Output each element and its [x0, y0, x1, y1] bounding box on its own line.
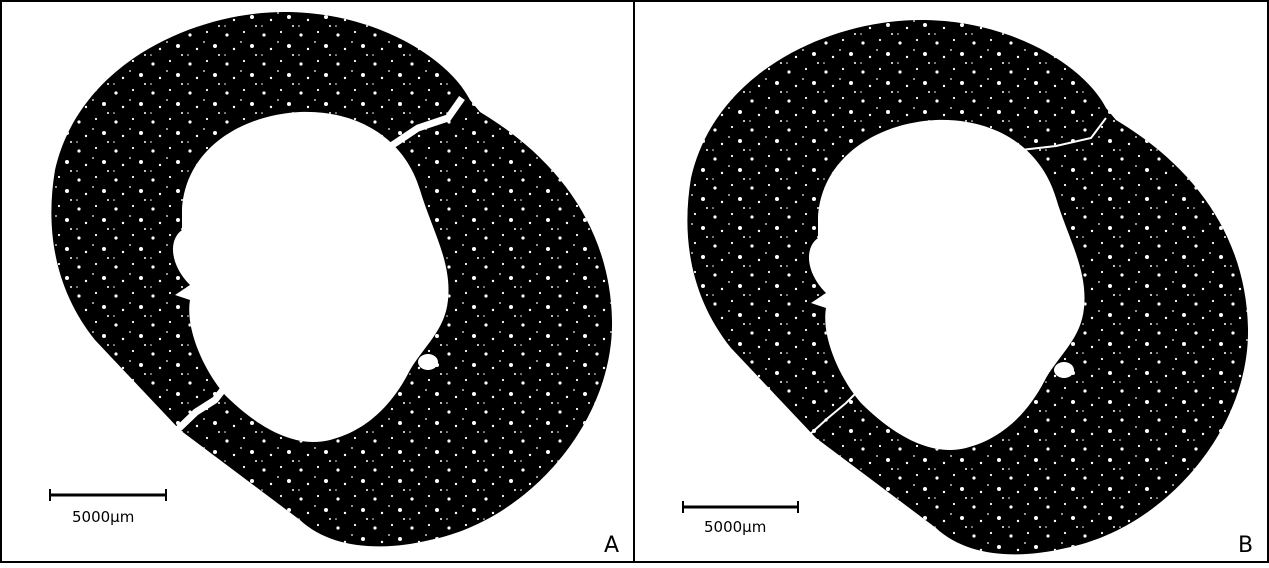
- panel-label: B: [1238, 533, 1253, 558]
- void: [418, 354, 438, 370]
- panel-label: A: [604, 533, 619, 558]
- void: [1054, 362, 1074, 378]
- figure: 5000µm A 5000µm B: [0, 0, 1269, 563]
- scale-label: 5000µm: [72, 508, 134, 526]
- scale-label: 5000µm: [704, 518, 766, 536]
